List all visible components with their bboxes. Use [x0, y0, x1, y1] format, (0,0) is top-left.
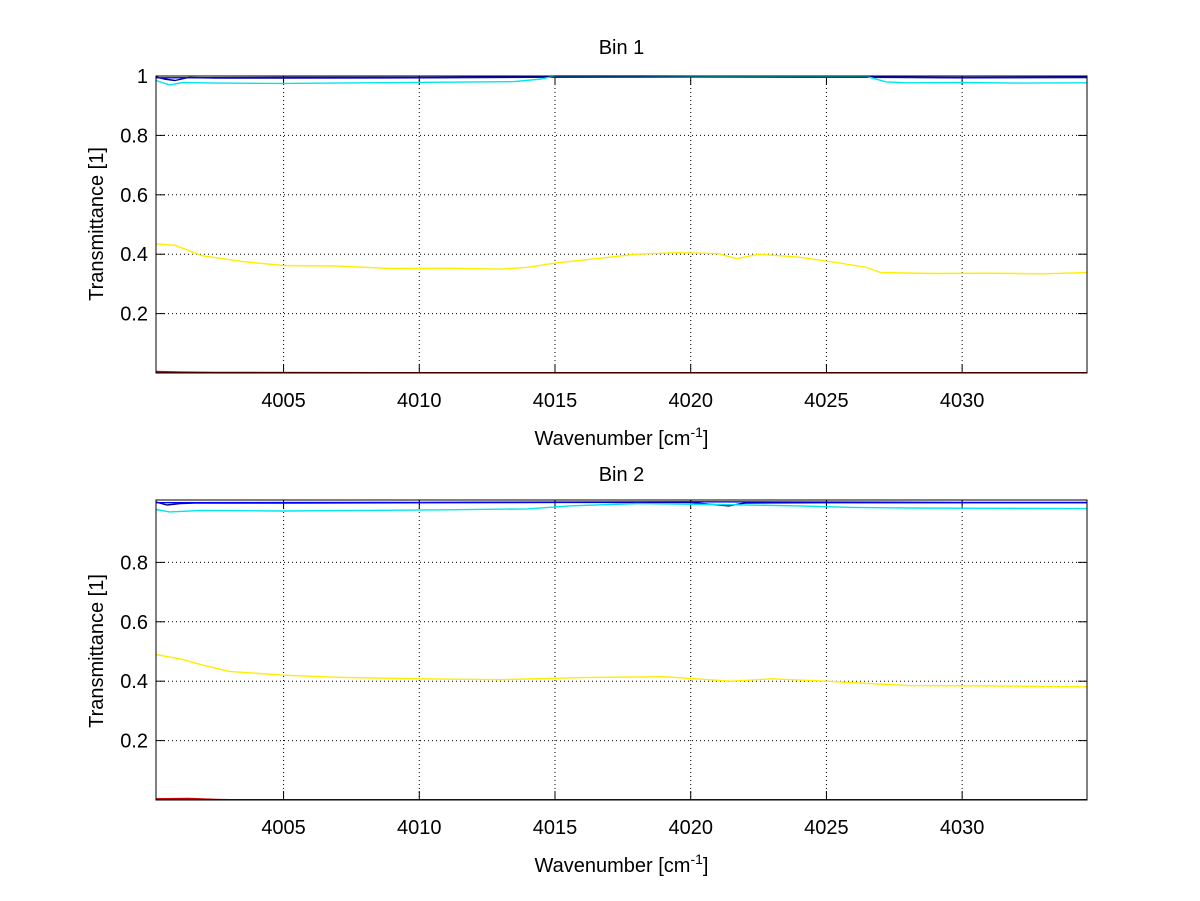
- subplot-1-xlabel: Wavenumber [cm-1]: [535, 424, 709, 450]
- subplot-1-axes-frame: [155, 75, 1088, 374]
- subplot-2-series-yellow: [155, 653, 1088, 688]
- subplot-2-ytick-label-0.4: 0.4: [120, 671, 148, 693]
- subplot-2-axes-frame: [155, 499, 1088, 801]
- subplot-1-xtick-label-4030: 4030: [940, 390, 985, 412]
- subplot-2-xtick-label-4015: 4015: [533, 817, 578, 839]
- subplot-1-xtick-label-4015: 4015: [533, 390, 578, 412]
- subplot-1-xlabel-sup: -1: [690, 424, 703, 440]
- subplot-1-series-yellow: [155, 243, 1088, 275]
- subplot-1-ylabel: Transmittance [1]: [86, 147, 108, 301]
- subplot-2-xtick-label-4030: 4030: [940, 817, 985, 839]
- subplot-2-series-blue: [155, 501, 1087, 504]
- subplot-1-ytick-label-0.2: 0.2: [120, 304, 148, 326]
- subplot-1-ytick-label-0.8: 0.8: [120, 125, 148, 147]
- subplot-2-xlabel-end: ]: [703, 855, 709, 877]
- subplot-1-title: Bin 1: [599, 37, 645, 59]
- subplot-2-ytick-label-0.6: 0.6: [120, 612, 148, 634]
- subplot-2-xlabel: Wavenumber [cm-1]: [535, 851, 709, 877]
- subplot-2-xlabel-sup: -1: [690, 851, 703, 867]
- subplot-1-ticks: 4005 4010 4015 4020 4025 4030 0.2 0.4 0.6 0.8 1: [120, 66, 1087, 412]
- subplot-2-title: Bin 2: [599, 464, 645, 486]
- subplot-1-xtick-label-4005: 4005: [261, 390, 306, 412]
- subplot-1-xlabel-end: ]: [703, 428, 709, 450]
- subplot-1-series-blue: [155, 75, 1088, 79]
- subplot-1-ytick-label-1: 1: [137, 66, 148, 88]
- subplot-2-ytick-label-0.8: 0.8: [120, 552, 148, 574]
- subplot-2-ylabel: Transmittance [1]: [86, 574, 108, 728]
- subplot-1-ytick-label-0.4: 0.4: [120, 244, 148, 266]
- subplot-1-xtick-label-4020: 4020: [668, 390, 713, 412]
- subplot-1-grid: [156, 76, 1087, 373]
- subplot-bin-2: Bin 2 Transmittance [1] Wavenumber [cm-1…: [86, 464, 1088, 877]
- subplot-1-xtick-label-4025: 4025: [804, 390, 849, 412]
- subplot-2-xtick-label-4010: 4010: [397, 817, 442, 839]
- subplot-bin-1: Bin 1 Transmittance [1] Wavenumber [cm-1…: [86, 37, 1088, 450]
- subplot-2-xtick-label-4025: 4025: [804, 817, 849, 839]
- subplot-2-series-cyan: [155, 502, 1088, 513]
- subplot-1-xlabel-main: Wavenumber [cm: [535, 428, 691, 450]
- subplot-1-ytick-label-0.6: 0.6: [120, 185, 148, 207]
- subplot-2-xtick-label-4020: 4020: [668, 817, 713, 839]
- subplot-1-xtick-label-4010: 4010: [397, 390, 442, 412]
- subplot-2-ticks: 4005 4010 4015 4020 4025 4030 0.2 0.4 0.6 0.8: [120, 500, 1087, 839]
- subplot-2-ytick-label-0.2: 0.2: [120, 731, 148, 753]
- subplot-2-xtick-label-4005: 4005: [261, 817, 306, 839]
- subplot-2-xlabel-main: Wavenumber [cm: [535, 855, 691, 877]
